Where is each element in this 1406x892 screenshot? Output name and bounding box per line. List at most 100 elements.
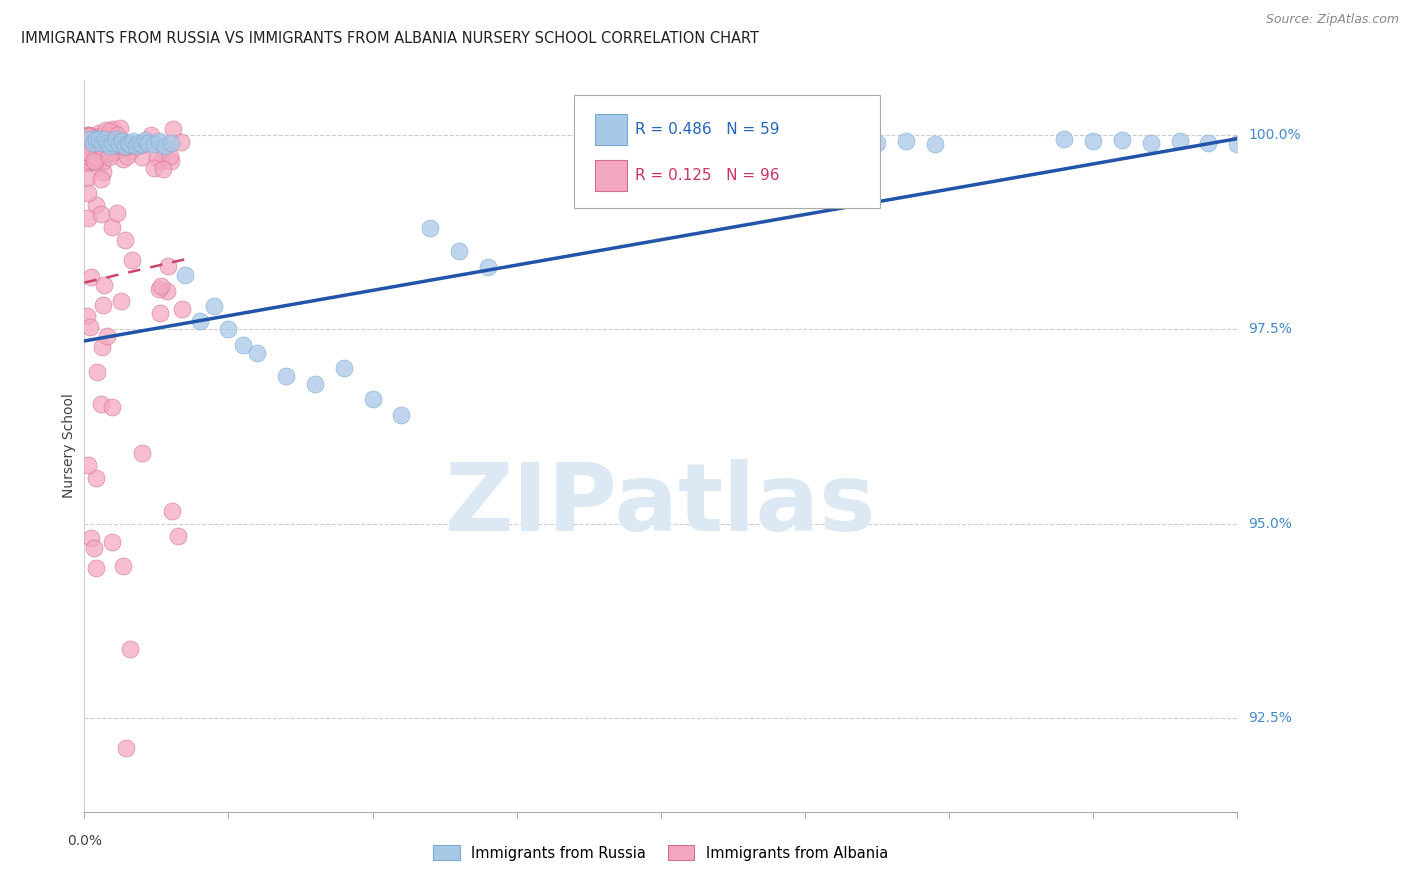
Text: 95.0%: 95.0%	[1249, 516, 1292, 531]
Point	[101, 400, 124, 414]
Point	[105, 206, 128, 220]
Point	[152, 162, 174, 177]
Point	[125, 139, 148, 153]
Point	[837, 133, 859, 147]
FancyBboxPatch shape	[575, 95, 880, 209]
Point	[105, 131, 128, 145]
Point	[751, 134, 773, 148]
Bar	[595, 114, 627, 145]
Point	[77, 186, 100, 200]
Point	[79, 128, 101, 143]
Point	[96, 139, 118, 153]
Point	[79, 131, 101, 145]
Point	[96, 131, 118, 145]
Point	[121, 252, 143, 267]
Point	[157, 259, 180, 273]
Point	[1083, 134, 1105, 148]
Point	[108, 137, 131, 152]
Point	[159, 149, 181, 163]
Point	[97, 146, 120, 161]
Point	[79, 320, 101, 334]
Point	[84, 131, 107, 145]
Text: 100.0%: 100.0%	[1249, 128, 1301, 142]
Point	[90, 207, 112, 221]
Point	[143, 161, 166, 175]
Point	[100, 134, 122, 148]
Point	[693, 136, 716, 150]
Point	[148, 282, 170, 296]
Point	[120, 642, 142, 657]
Point	[84, 561, 107, 575]
Point	[115, 741, 138, 756]
Point	[131, 150, 153, 164]
Point	[894, 134, 917, 148]
Point	[167, 529, 190, 543]
Point	[77, 139, 100, 153]
Point	[721, 131, 744, 145]
Point	[76, 309, 98, 323]
Point	[148, 134, 170, 148]
Text: R = 0.125   N = 96: R = 0.125 N = 96	[636, 168, 780, 183]
Point	[419, 221, 441, 235]
Point	[136, 136, 159, 150]
Point	[808, 137, 831, 152]
Legend: Immigrants from Russia, Immigrants from Albania: Immigrants from Russia, Immigrants from …	[427, 839, 894, 867]
Point	[84, 150, 107, 164]
Bar	[595, 161, 627, 191]
Point	[98, 124, 121, 138]
Point	[105, 128, 128, 143]
Point	[134, 133, 156, 147]
Point	[361, 392, 384, 407]
Point	[118, 144, 141, 158]
Point	[76, 132, 98, 146]
Point	[160, 504, 183, 518]
Point	[153, 139, 176, 153]
Point	[146, 151, 169, 165]
Point	[170, 135, 193, 149]
Point	[96, 145, 118, 159]
Point	[149, 279, 172, 293]
Point	[76, 149, 98, 163]
Point	[76, 145, 98, 160]
Point	[112, 152, 135, 166]
Point	[76, 149, 98, 163]
Point	[131, 446, 153, 460]
Point	[76, 211, 98, 225]
Point	[391, 408, 413, 422]
Point	[111, 559, 134, 574]
Point	[103, 145, 125, 160]
Point	[93, 131, 115, 145]
Point	[83, 154, 105, 169]
Point	[114, 234, 136, 248]
Point	[156, 284, 179, 298]
Point	[76, 128, 98, 142]
Point	[606, 131, 628, 145]
Point	[91, 153, 114, 168]
Point	[101, 139, 124, 153]
Y-axis label: Nursery School: Nursery School	[62, 393, 76, 499]
Point	[115, 149, 138, 163]
Point	[232, 338, 254, 352]
Point	[90, 136, 112, 150]
Point	[101, 220, 124, 235]
Point	[170, 301, 193, 316]
Point	[86, 136, 108, 151]
Point	[86, 365, 108, 379]
Point	[76, 144, 98, 158]
Point	[477, 260, 499, 274]
Point	[110, 293, 132, 308]
Point	[120, 138, 142, 153]
Point	[333, 361, 356, 376]
Point	[86, 471, 108, 485]
Point	[924, 137, 946, 152]
Text: Source: ZipAtlas.com: Source: ZipAtlas.com	[1265, 13, 1399, 27]
Point	[91, 145, 114, 159]
Point	[117, 136, 139, 150]
Point	[304, 376, 326, 391]
Point	[142, 137, 165, 152]
Point	[94, 123, 117, 137]
Point	[82, 131, 104, 145]
Point	[96, 136, 118, 150]
Text: R = 0.486   N = 59: R = 0.486 N = 59	[636, 121, 780, 136]
Point	[90, 397, 112, 411]
